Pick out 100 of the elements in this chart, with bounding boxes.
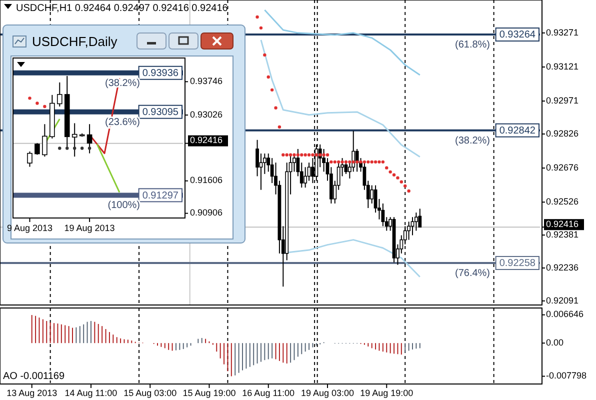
point <box>263 53 266 57</box>
y-tick-label: 0.00 <box>546 337 564 348</box>
point <box>285 153 288 156</box>
point <box>407 189 410 193</box>
point <box>322 153 326 156</box>
y-tick-label: 0.93746 <box>190 76 223 86</box>
point <box>304 153 307 156</box>
y-tick-label: 0.91606 <box>190 175 223 186</box>
ref-line-label: 0.91297 <box>142 190 179 202</box>
x-tick-label: 15 Aug 19:00 <box>182 388 236 398</box>
y-tick-label: 0.006646 <box>546 309 584 320</box>
point <box>326 153 330 156</box>
annotation: (61.8%) <box>454 40 490 51</box>
point <box>28 96 32 100</box>
y-tick-label: 0.92826 <box>546 128 579 138</box>
point <box>348 160 352 164</box>
candlestick <box>381 202 385 227</box>
point <box>311 153 314 156</box>
point <box>374 160 378 164</box>
point <box>314 153 318 156</box>
y-tick-label: -0.007798 <box>546 370 587 381</box>
y-tick-label: 0.93026 <box>190 109 223 120</box>
point <box>80 146 84 150</box>
point <box>378 160 381 164</box>
line-series <box>260 39 421 158</box>
point <box>396 176 400 180</box>
annotation: (100%) <box>108 200 140 212</box>
point <box>300 153 304 156</box>
point <box>88 146 92 150</box>
point <box>330 160 333 164</box>
point <box>359 160 362 164</box>
ref-line-label: 0.93095 <box>142 107 179 118</box>
candlestick <box>27 150 32 168</box>
x-tick-label: 19 Aug 03:00 <box>300 388 354 398</box>
point <box>66 146 69 150</box>
y-tick-label: 0.92971 <box>546 95 579 106</box>
point <box>388 170 392 174</box>
x-tick-label: 19 Aug 19:00 <box>360 388 414 398</box>
y-tick-label: 0.92526 <box>546 196 579 206</box>
point <box>404 184 407 188</box>
point <box>333 160 336 164</box>
x-tick-label: 19 Aug 2013 <box>64 223 115 233</box>
point <box>336 160 340 164</box>
candlestick <box>56 82 62 108</box>
ref-line-label: 0.92258 <box>499 258 536 270</box>
point <box>307 153 311 156</box>
y-tick-label: 0.93271 <box>546 27 579 38</box>
ref-line-label: 0.93264 <box>499 30 536 41</box>
point <box>400 180 404 184</box>
point <box>58 146 62 150</box>
point <box>366 160 370 164</box>
point <box>381 160 385 164</box>
candlestick <box>304 166 308 188</box>
point <box>392 173 396 176</box>
ref-line-label: 0.92842 <box>499 126 536 136</box>
line-series <box>264 9 421 76</box>
point <box>266 75 270 79</box>
candlestick <box>34 142 40 156</box>
point <box>362 160 366 164</box>
point <box>296 153 300 156</box>
point <box>259 26 263 30</box>
point <box>385 166 388 170</box>
point <box>72 146 76 150</box>
y-tick-label: 0.92236 <box>546 262 579 272</box>
x-tick-label: 14 Aug 11:00 <box>64 388 118 398</box>
point <box>36 102 39 105</box>
candlestick <box>42 124 48 158</box>
annotation: (38.2%) <box>454 135 490 146</box>
point <box>352 160 355 164</box>
candlestick <box>414 212 418 232</box>
point <box>43 104 46 108</box>
y-tick-label: 0.92381 <box>546 229 579 240</box>
point <box>370 160 374 164</box>
point <box>270 88 274 92</box>
candlestick <box>72 122 78 158</box>
candlestick <box>418 208 422 228</box>
y-tick-label: 0.92676 <box>546 162 579 172</box>
y-tick-label: 0.92416 <box>190 135 223 146</box>
point <box>288 153 292 156</box>
point <box>278 125 282 129</box>
y-tick-label: 0.93121 <box>546 61 579 72</box>
point <box>274 106 278 110</box>
y-tick-label: 0.92416 <box>546 218 579 229</box>
point <box>355 160 359 164</box>
x-tick-label: 9 Aug 2013 <box>6 223 53 233</box>
y-tick-label: 0.92091 <box>546 295 579 306</box>
y-tick-label: 0.90906 <box>190 208 223 218</box>
annotation: (76.4%) <box>454 268 490 279</box>
candlestick <box>407 221 411 240</box>
candlestick <box>86 124 92 154</box>
point <box>340 160 344 164</box>
point <box>344 160 348 164</box>
x-tick-label: 15 Aug 03:00 <box>124 388 177 398</box>
chart-title: USDCHF,H1 0.92464 0.92497 0.92416 0.92416 <box>16 3 228 14</box>
x-tick-label: 16 Aug 11:00 <box>242 388 295 398</box>
point <box>282 153 285 156</box>
point <box>292 153 296 156</box>
text: AO -0.001169 <box>3 371 65 382</box>
ref-line-label: 0.93936 <box>142 68 179 80</box>
point <box>256 15 259 19</box>
